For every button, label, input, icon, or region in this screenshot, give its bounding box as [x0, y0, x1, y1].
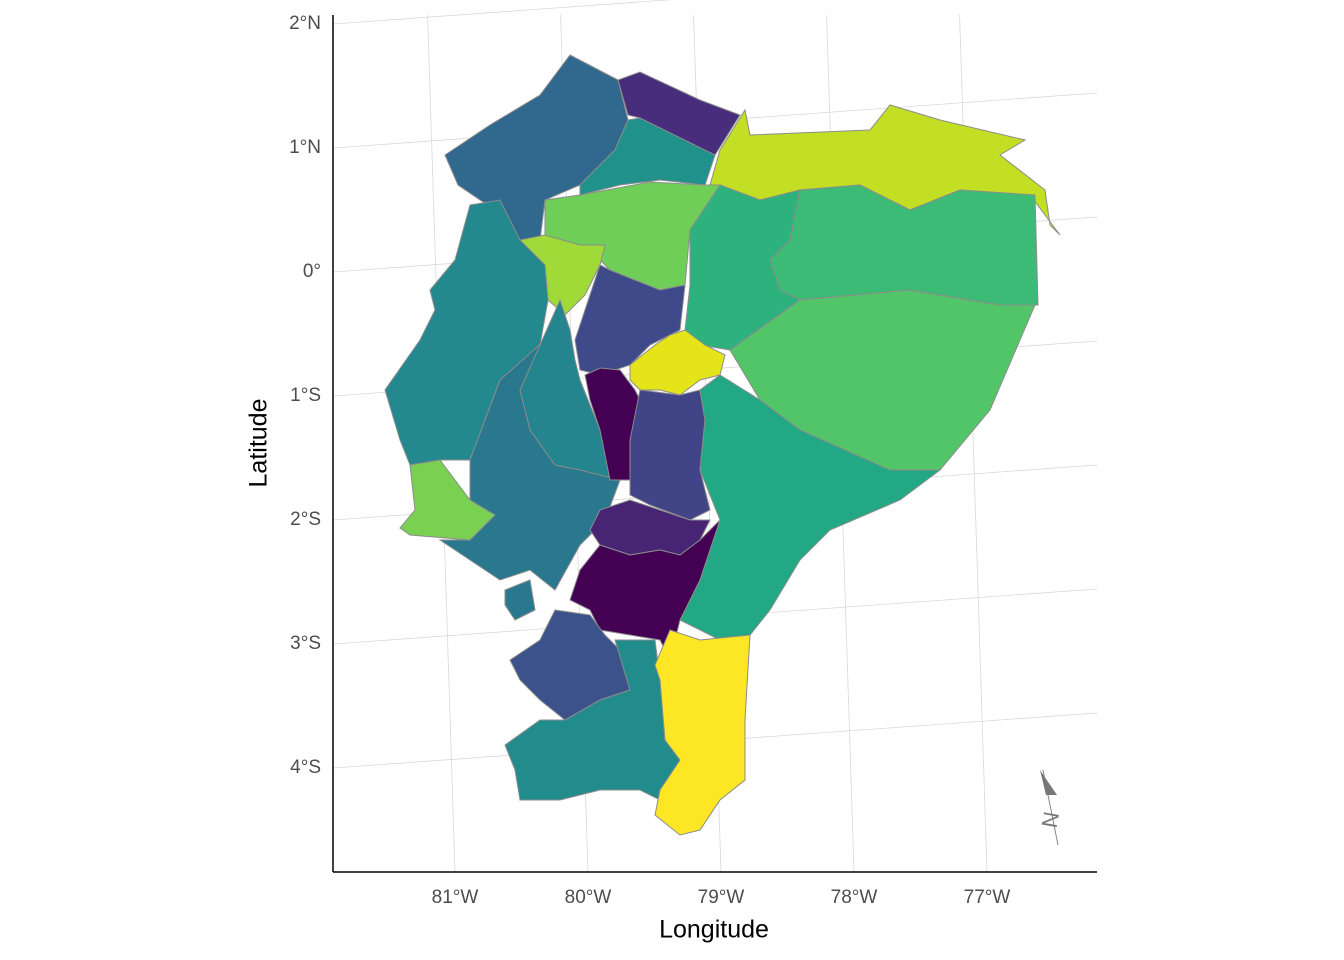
north-label: N	[1037, 810, 1064, 830]
x-axis-title: Longitude	[659, 916, 769, 944]
y-tick-label: 4°S	[290, 757, 321, 778]
region	[504, 579, 536, 621]
y-tick-label: 2°N	[289, 13, 321, 34]
region	[579, 117, 716, 196]
y-tick-label: 0°	[303, 261, 321, 282]
provinces	[384, 54, 1061, 836]
tick-labels: 2°N 1°N 0° 1°S 2°S 3°S 4°S 81°W 80°W 79°W 78°W 77°W	[289, 13, 1010, 908]
x-tick-label: 77°W	[964, 887, 1011, 908]
region	[569, 519, 721, 662]
x-tick-label: 81°W	[432, 887, 479, 908]
y-tick-label: 1°S	[290, 385, 321, 406]
y-tick-label: 3°S	[290, 633, 321, 654]
north-arrow: N	[1037, 769, 1064, 846]
y-tick-label: 2°S	[290, 509, 321, 530]
y-tick-label: 1°N	[289, 137, 321, 158]
x-tick-label: 79°W	[698, 887, 745, 908]
x-tick-label: 80°W	[565, 887, 612, 908]
region	[574, 264, 686, 376]
region	[629, 389, 711, 521]
x-tick-label: 78°W	[831, 887, 878, 908]
y-axis-title: Latitude	[245, 399, 273, 488]
north-arrow-head	[1040, 770, 1057, 795]
lat-grid-line	[332, 0, 672, 25]
region	[654, 629, 751, 836]
region	[679, 374, 942, 641]
